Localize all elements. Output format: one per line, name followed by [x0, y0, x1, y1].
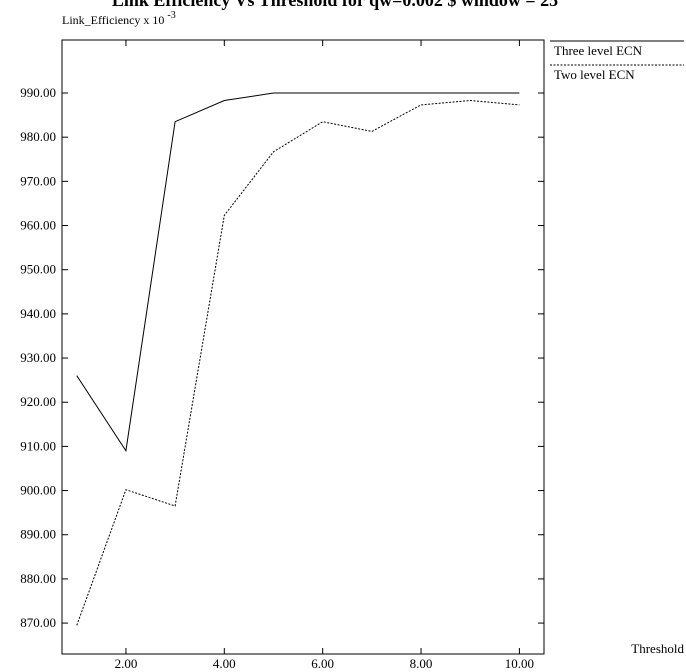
y-axis-label-text: Link_Efficiency x 10 — [62, 13, 164, 27]
x-ticks: 2.00 4.00 6.00 8.00 10.00 — [115, 40, 534, 671]
y-tick-label: 940.00 — [20, 306, 56, 321]
y-tick-label: 870.00 — [20, 615, 56, 630]
legend-label-2: Two level ECN — [554, 67, 635, 82]
y-tick-label: 930.00 — [20, 350, 56, 365]
y-ticks: 870.00 880.00 890.00 900.00 910.00 920.00 930.… — [20, 85, 544, 630]
chart-title: Link Efficiency Vs Threshold for qw=0.00… — [112, 0, 558, 10]
y-tick-label: 960.00 — [20, 218, 56, 233]
y-axis-label-exponent: -3 — [167, 10, 175, 21]
x-tick-label: 10.00 — [505, 656, 534, 671]
series-lines — [76, 92, 520, 626]
y-tick-label: 880.00 — [20, 571, 56, 586]
y-axis-label: Link_Efficiency x 10 -3 — [62, 10, 176, 27]
x-tick-label: 2.00 — [115, 656, 138, 671]
x-tick-label: 6.00 — [311, 656, 334, 671]
series-line-1 — [76, 92, 520, 453]
y-tick-label: 920.00 — [20, 394, 56, 409]
x-tick-label: 8.00 — [410, 656, 433, 671]
x-tick-label: 4.00 — [213, 656, 236, 671]
y-tick-label: 970.00 — [20, 173, 56, 188]
series-line-2 — [76, 99, 520, 626]
plot-frame — [61, 39, 545, 655]
y-tick-label: 980.00 — [20, 129, 56, 144]
y-tick-label: 890.00 — [20, 527, 56, 542]
legend: Three level ECN Two level ECN — [550, 40, 684, 82]
legend-label-1: Three level ECN — [554, 43, 643, 58]
y-tick-label: 910.00 — [20, 438, 56, 453]
x-axis-label: Threshold — [631, 641, 684, 656]
y-tick-label: 900.00 — [20, 483, 56, 498]
y-tick-label: 990.00 — [20, 85, 56, 100]
y-tick-label: 950.00 — [20, 262, 56, 277]
